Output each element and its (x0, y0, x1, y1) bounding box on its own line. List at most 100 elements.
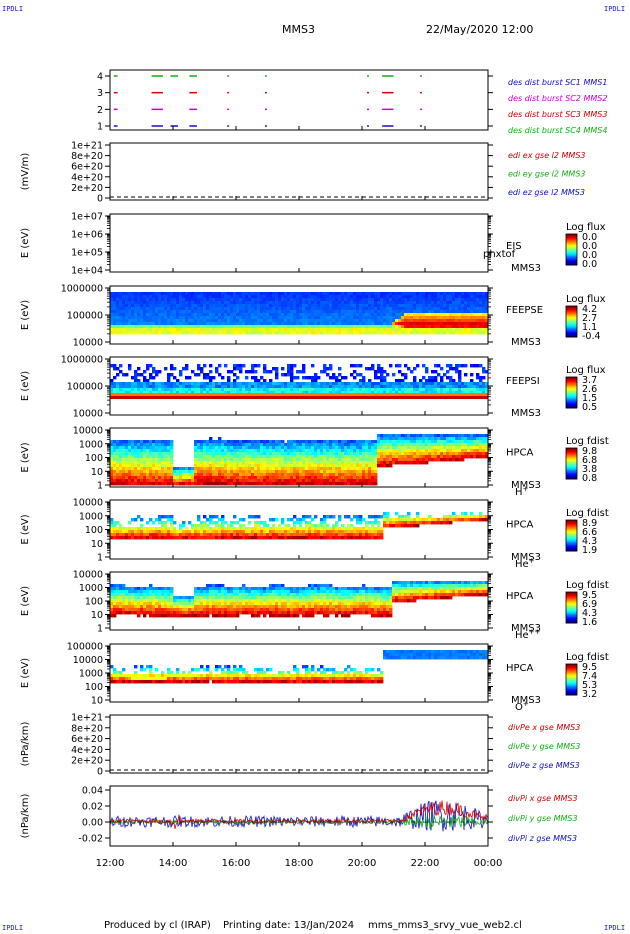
spectrogram-cell (311, 319, 315, 323)
spectrogram-cell (353, 443, 357, 447)
spectrogram-cell (272, 473, 276, 477)
spectrogram-cell (410, 385, 414, 389)
spectrogram-cell (125, 382, 129, 386)
spectrogram-cell (182, 482, 186, 486)
spectrogram-cell (236, 325, 240, 329)
spectrogram-cell (341, 376, 345, 380)
spectrogram-cell (143, 304, 147, 308)
spectrogram-cell (140, 328, 144, 332)
spectrogram-cell (311, 470, 315, 474)
spectrogram-cell (404, 443, 408, 447)
spectrogram-cell (431, 449, 435, 453)
colorbar-step (566, 405, 577, 408)
spectrogram-cell (149, 319, 153, 323)
spectrogram-cell (359, 373, 363, 377)
spectrogram-cell (446, 455, 450, 459)
spectrogram-cell (458, 391, 462, 395)
spectrogram-cell (233, 364, 237, 368)
spectrogram-cell (395, 443, 399, 447)
colorbar-step (566, 325, 577, 328)
spectrogram-cell (380, 461, 384, 465)
spectrogram-cell (236, 316, 240, 320)
spectrogram-cell (209, 443, 213, 447)
spectrogram-cell (419, 391, 423, 395)
spectrogram-cell (371, 304, 375, 308)
spectrogram-cell (299, 482, 303, 486)
spectrogram-cell (302, 331, 306, 335)
colorbar-step (566, 309, 577, 312)
spectrogram-cell (212, 482, 216, 486)
spectrogram-cell (191, 470, 195, 474)
spectrogram-cell (377, 310, 381, 314)
spectrogram-cell (182, 304, 186, 308)
spectrogram-cell (200, 370, 204, 374)
spectrogram-cell (209, 452, 213, 456)
spectrogram-cell (338, 319, 342, 323)
spectrogram-cell (329, 455, 333, 459)
spectrogram-cell (284, 292, 288, 296)
spectrogram-cell (152, 388, 156, 392)
spectrogram-cell (143, 533, 147, 537)
spectrogram-cell (164, 313, 168, 317)
spectrogram-cell (224, 464, 228, 468)
colorbar-step (566, 320, 577, 322)
spectrogram-cell (356, 292, 360, 296)
spectrogram-cell (413, 385, 417, 389)
spectrogram-cell (155, 331, 159, 335)
spectrogram-cell (173, 304, 177, 308)
spectrogram-cell (431, 319, 435, 323)
spectrogram-cell (215, 319, 219, 323)
spectrogram-cell (242, 385, 246, 389)
spectrogram-cell (347, 443, 351, 447)
spectrogram-cell (416, 449, 420, 453)
spectrogram-cell (407, 307, 411, 311)
spectrogram-cell (467, 443, 471, 447)
spectrogram-cell (155, 370, 159, 374)
spectrogram-cell (245, 473, 249, 477)
spectrogram-cell (419, 319, 423, 323)
spectrogram-cell (446, 382, 450, 386)
spectrogram-cell (116, 322, 120, 326)
spectrogram-cell (428, 301, 432, 305)
spectrogram-cell (125, 455, 129, 459)
spectrogram-cell (191, 298, 195, 302)
spectrogram-cell (254, 446, 258, 450)
spectrogram-cell (224, 385, 228, 389)
spectrogram-cell (206, 482, 210, 486)
spectrogram-cell (344, 461, 348, 465)
spectrogram-cell (170, 325, 174, 329)
spectrogram-cell (311, 307, 315, 311)
spectrogram-cell (233, 382, 237, 386)
spectrogram-cell (128, 325, 132, 329)
spectrogram-cell (353, 455, 357, 459)
spectrogram-cell (251, 313, 255, 317)
spectrogram-cell (236, 298, 240, 302)
spectrogram-cell (362, 328, 366, 332)
spectrogram-cell (284, 295, 288, 299)
spectrogram-cell (266, 322, 270, 326)
spectrogram-cell (449, 446, 453, 450)
spectrogram-cell (158, 328, 162, 332)
spectrogram-cell (347, 313, 351, 317)
spectrogram-cell (314, 379, 318, 383)
spectrogram-cell (437, 443, 441, 447)
spectrogram-cell (305, 470, 309, 474)
spectrogram-cell (281, 319, 285, 323)
spectrogram-cell (482, 367, 486, 371)
spectrogram-cell (191, 292, 195, 296)
spectrogram-cell (452, 440, 456, 444)
spectrogram-cell (311, 479, 315, 483)
spectrogram-cell (161, 307, 165, 311)
spectrogram-cell (383, 446, 387, 450)
spectrogram-cell (155, 322, 159, 326)
spectrogram-cell (386, 310, 390, 314)
spectrogram-cell (203, 304, 207, 308)
spectrogram-cell (392, 382, 396, 386)
spectrogram-cell (194, 536, 198, 540)
spectrogram-cell (323, 292, 327, 296)
spectrogram-cell (254, 473, 258, 477)
spectrogram-cell (149, 304, 153, 308)
spectrogram-cell (470, 316, 474, 320)
spectrogram-cell (293, 331, 297, 335)
